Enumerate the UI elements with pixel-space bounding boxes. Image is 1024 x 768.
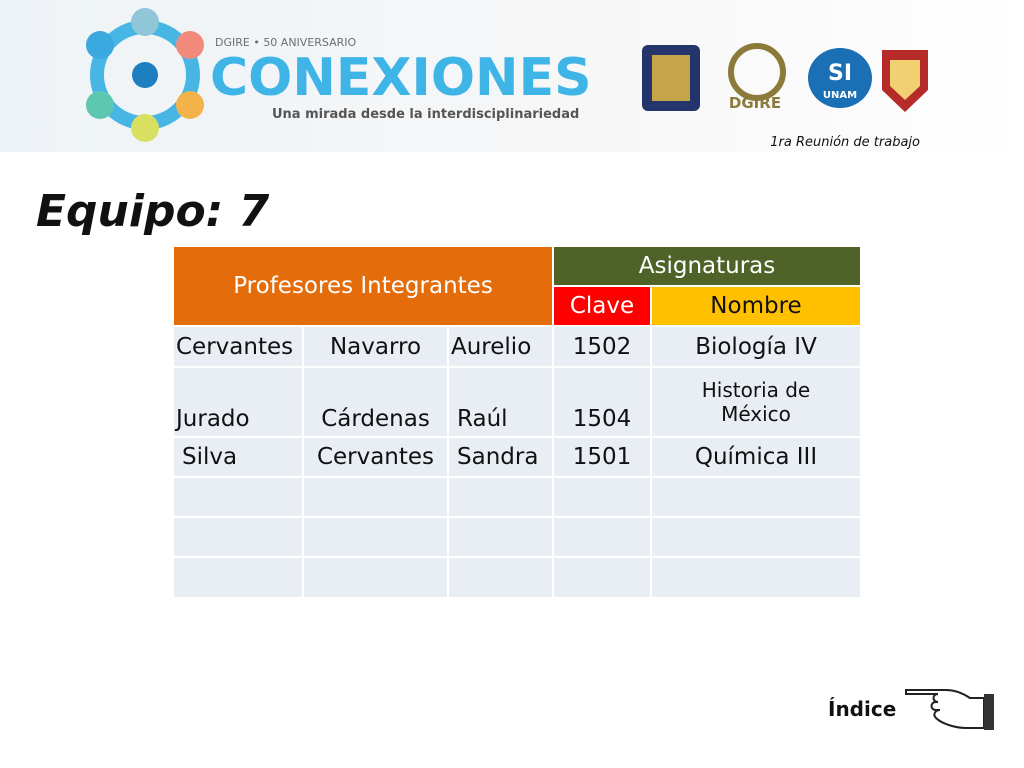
cell: Historia de México xyxy=(650,366,862,438)
cell: Silva xyxy=(172,436,304,478)
cell: Química III xyxy=(650,436,862,478)
dgire-logo: DGIRE xyxy=(728,43,786,112)
header-cell: Nombre xyxy=(650,285,862,327)
banner-art: DGIRE • 50 ANIVERSARIO CONEXIONES Una mi… xyxy=(86,8,928,150)
cell: Cárdenas xyxy=(302,366,449,438)
empty-row xyxy=(172,476,862,518)
header-cell: Profesores Integrantes xyxy=(172,245,554,327)
school-logo xyxy=(882,50,928,112)
banner: DGIRE • 50 ANIVERSARIO CONEXIONES Una mi… xyxy=(0,0,1024,152)
header-cell: Asignaturas xyxy=(552,245,862,287)
cell: 1504 xyxy=(552,366,652,438)
si-text: SI xyxy=(828,61,852,86)
empty-row xyxy=(172,556,862,599)
unam-text: UNAM xyxy=(823,90,857,101)
empty-row xyxy=(172,516,862,558)
badge: DGIRE • 50 ANIVERSARIO xyxy=(215,36,357,49)
cell: Aurelio xyxy=(447,325,554,368)
si-logo: SI UNAM xyxy=(808,48,872,108)
brand: CONEXIONES xyxy=(210,48,592,108)
cell: 1502 xyxy=(552,325,652,368)
team-table: Profesores Integrantes Asignaturas Clave… xyxy=(172,245,862,599)
cell: 1501 xyxy=(552,436,652,478)
logo-mark xyxy=(86,8,204,142)
cell: Cervantes xyxy=(302,436,449,478)
cell: Sandra xyxy=(447,436,554,478)
index-link[interactable]: Índice xyxy=(828,697,897,721)
cell: Navarro xyxy=(302,325,449,368)
cell: Cervantes xyxy=(172,325,304,368)
tagline: Una mirada desde la interdisciplinarieda… xyxy=(272,107,579,122)
title: Equipo: 7 xyxy=(36,186,270,237)
dgire-text: DGIRE xyxy=(729,94,781,112)
cell: Jurado xyxy=(172,366,304,438)
cell: Raúl xyxy=(447,366,554,438)
meeting: 1ra Reunión de trabajo xyxy=(770,135,920,150)
unam-logo xyxy=(642,45,700,111)
pointing-hand[interactable] xyxy=(902,682,996,734)
header-cell: Clave xyxy=(552,285,652,327)
cell: Biología IV xyxy=(650,325,862,368)
